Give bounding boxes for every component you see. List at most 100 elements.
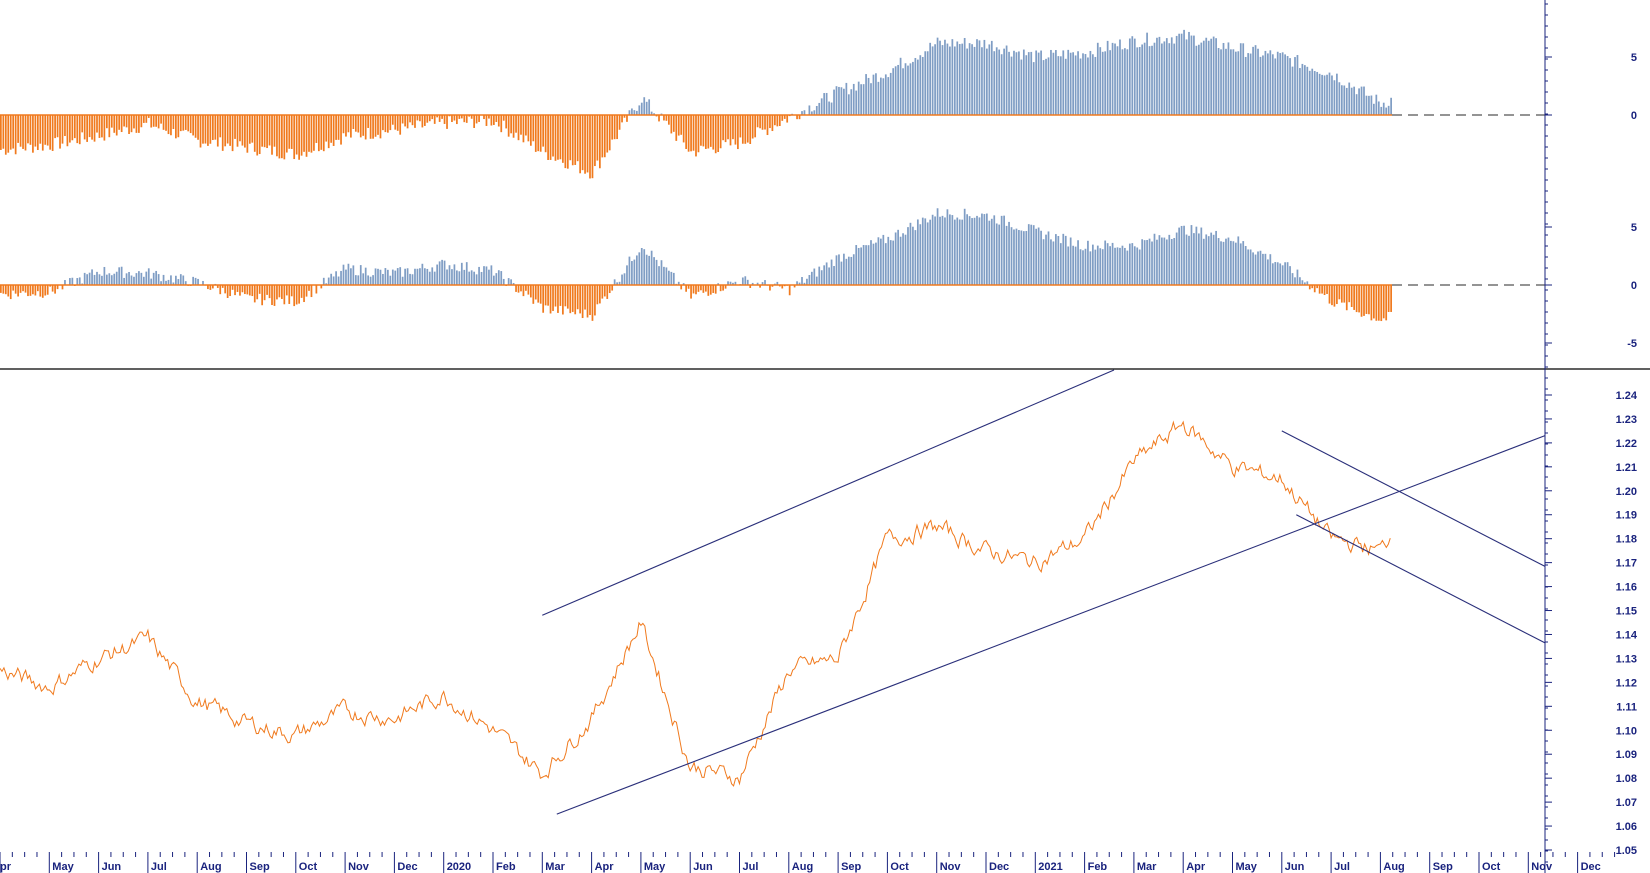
top-indicator-bar [924,51,927,115]
top-indicator-bar [751,115,754,139]
middle-indicator-bar [714,285,717,294]
middle-indicator-bar [645,254,648,285]
top-indicator-bar [1375,94,1378,115]
middle-indicator-bar [1141,239,1144,285]
middle-indicator-bar [179,274,182,285]
middle-indicator-bar [110,275,113,285]
top-indicator-bar [290,115,293,149]
middle-indicator-bar [1318,285,1321,294]
middle-indicator-bar [1055,234,1057,285]
top-indicator-bar [712,115,715,150]
middle-indicator-bar [56,285,59,290]
middle-indicator-bar [613,279,616,285]
middle-indicator-bar [1247,249,1250,285]
top-indicator-bar [599,115,601,169]
middle-indicator-bar [724,285,727,289]
top-indicator-bar [389,115,392,131]
middle-indicator-bar [0,285,2,293]
top-indicator-bar [224,115,227,147]
top-indicator-bar [1353,86,1356,115]
middle-indicator-bar [1175,232,1178,285]
middle-indicator-bar [1375,285,1378,321]
middle-indicator-bar [1042,239,1045,285]
top-indicator-bar [66,115,69,147]
middle-indicator-bar [91,269,93,285]
middle-indicator-bar [113,273,116,285]
top-indicator-bar [1225,48,1227,115]
middle-indicator-bar [1210,232,1213,285]
top-indicator-bar [510,115,512,134]
middle-indicator-bar [1106,243,1109,285]
top-indicator-bar [978,40,981,115]
middle-indicator-bar [820,270,823,285]
middle-indicator-bar [322,277,325,285]
middle-indicator-bar [1020,230,1023,285]
top-indicator-bar [426,115,429,123]
top-indicator-bar [493,115,495,125]
middle-indicator-bar [258,285,261,294]
top-indicator-bar [534,115,537,152]
top-indicator-bar [892,68,895,115]
middle-indicator-bar [278,285,281,298]
top-indicator-bar [120,115,123,133]
top-indicator-bar [490,115,493,126]
top-indicator-bar [320,115,323,150]
middle-indicator-bar [894,232,897,285]
top-indicator-bar [1040,50,1042,115]
top-indicator-bar [167,115,170,135]
top-indicator-bar [525,115,527,136]
top-indicator-bar [1299,68,1301,115]
middle-indicator-bar [695,285,697,295]
top-indicator-bar [774,115,776,126]
top-indicator-bar [488,115,490,119]
top-indicator-bar [690,115,692,152]
top-indicator-bar [226,115,229,144]
top-indicator-bar [1165,38,1168,115]
top-indicator-bar [1018,51,1020,115]
middle-indicator-bar [236,285,239,292]
top-indicator-bar [1116,46,1119,116]
x-tick-label: Dec [1581,861,1601,873]
top-indicator-bar [727,115,729,140]
top-indicator-bar [882,78,885,115]
middle-indicator-bar [855,245,858,285]
top-indicator-bar [130,115,133,133]
top-indicator-bar [64,115,66,137]
middle-indicator-bar [973,217,976,285]
middle-indicator-bar [1212,234,1215,285]
middle-indicator-bar [702,285,705,293]
middle-indicator-bar [71,277,74,285]
top-indicator-bar [1313,71,1316,115]
middle-indicator-bar [944,217,946,285]
x-tick-label: Nov [940,861,962,873]
middle-indicator-bar [564,285,567,307]
top-indicator-bar [46,115,49,146]
top-indicator-bar [22,115,24,149]
middle-indicator-bar [86,274,88,285]
x-tick-label: Mar [545,861,565,873]
middle-indicator-bar [936,208,939,285]
middle-indicator-bar [1161,237,1163,285]
price-y-label: 1.15 [1616,606,1637,618]
top-indicator-bar [589,115,591,179]
top-indicator-bar [520,115,522,135]
middle-indicator-bar [865,245,867,285]
top-indicator-bar [460,115,463,119]
middle-indicator-bar [1360,285,1363,317]
top-indicator-bar [382,115,384,131]
middle-indicator-bar [623,273,626,285]
middle-indicator-bar [1220,241,1222,285]
top-indicator-bar [929,42,932,116]
middle-indicator-bar [796,281,798,285]
y-axis: 5 0 5 0 -5 1.24 1.23 1.22 1.21 1.20 1.19 1.18 1.17 1.… [1544,0,1638,873]
top-indicator-bar [988,44,991,115]
middle-indicator-bar [374,268,377,285]
middle-indicator-bar [251,285,254,297]
top-indicator-bar [115,115,118,136]
top-indicator-bar [123,115,125,127]
middle-indicator-bar [495,273,498,285]
middle-indicator-bar [83,272,86,285]
middle-indicator-bar [1269,254,1272,285]
middle-indicator-bar [1183,225,1185,285]
middle-indicator-bar [520,285,522,292]
